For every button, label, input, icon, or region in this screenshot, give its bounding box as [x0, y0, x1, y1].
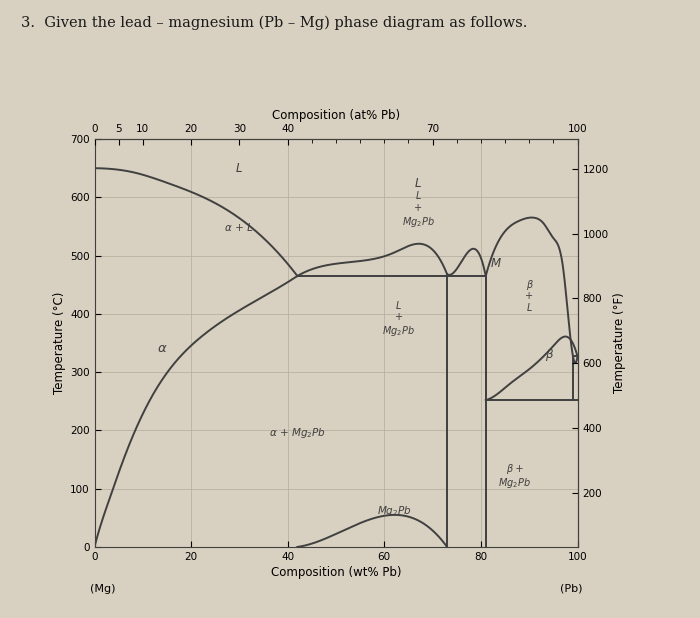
Text: α + Mg$_2$Pb: α + Mg$_2$Pb [269, 426, 326, 440]
Text: β
+
L: β + L [525, 280, 533, 313]
Text: L
+
Mg$_2$Pb: L + Mg$_2$Pb [382, 301, 415, 339]
Text: M: M [491, 257, 500, 270]
Text: 3.  Given the lead – magnesium (Pb – Mg) phase diagram as follows.: 3. Given the lead – magnesium (Pb – Mg) … [21, 15, 527, 30]
Text: L
+
Mg$_2$Pb: L + Mg$_2$Pb [402, 192, 435, 229]
Text: α: α [158, 342, 167, 355]
Text: β: β [545, 348, 552, 361]
Text: β +
Mg$_2$Pb: β + Mg$_2$Pb [498, 464, 531, 490]
X-axis label: Composition (wt% Pb): Composition (wt% Pb) [271, 566, 401, 579]
Y-axis label: Temperature (°C): Temperature (°C) [52, 292, 66, 394]
Text: (Pb): (Pb) [560, 583, 582, 594]
Text: L: L [236, 163, 243, 176]
Text: L: L [415, 177, 421, 190]
X-axis label: Composition (at% Pb): Composition (at% Pb) [272, 109, 400, 122]
Text: Mg$_2$Pb: Mg$_2$Pb [377, 504, 412, 518]
Y-axis label: Temperature (°F): Temperature (°F) [612, 292, 626, 394]
Text: α + L: α + L [225, 222, 253, 232]
Text: (Mg): (Mg) [90, 583, 116, 594]
